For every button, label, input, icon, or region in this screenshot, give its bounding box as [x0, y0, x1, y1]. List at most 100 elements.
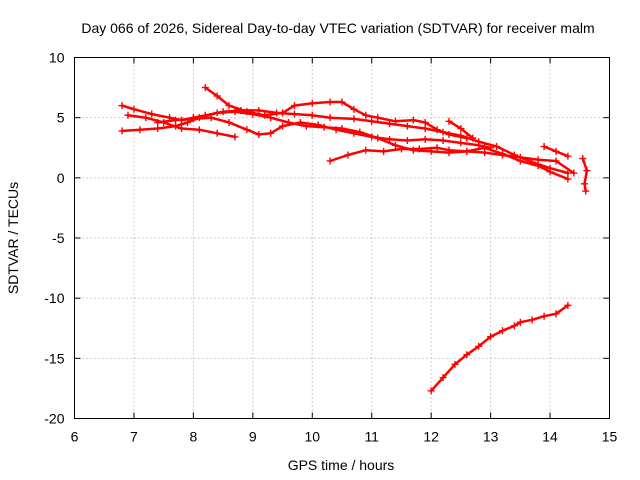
data-point [564, 169, 572, 177]
data-point [255, 106, 263, 114]
y-tick-label: 10 [49, 50, 65, 66]
data-point [267, 129, 275, 137]
data-point [225, 102, 233, 110]
data-point [314, 121, 322, 129]
grid-layer [74, 57, 610, 419]
data-point [463, 134, 471, 142]
data-point [540, 143, 548, 151]
data-point [499, 327, 506, 335]
data-point [457, 139, 465, 147]
data-point [374, 114, 382, 122]
data-point [308, 99, 316, 107]
data-point [213, 109, 221, 117]
data-point [487, 144, 495, 152]
data-point [403, 137, 411, 145]
data-point [338, 98, 346, 106]
data-point [136, 126, 144, 134]
data-point [469, 134, 477, 142]
data-point [350, 105, 358, 113]
data-point [392, 117, 399, 125]
data-point [207, 114, 215, 122]
x-tick-label: 13 [483, 429, 499, 445]
data-point [457, 124, 465, 132]
data-point [142, 114, 150, 122]
x-tick-label: 9 [249, 429, 257, 445]
data-point [118, 102, 126, 110]
data-point [445, 131, 453, 139]
y-tick-label: -10 [44, 290, 64, 306]
series-line [581, 157, 589, 193]
data-point [368, 133, 376, 141]
series-arc-5 [201, 84, 471, 142]
series-arc-3 [124, 111, 239, 141]
data-point [433, 144, 441, 152]
data-point [564, 175, 572, 183]
x-tick-label: 11 [364, 429, 379, 445]
series-arc-8 [540, 143, 572, 160]
x-tick-label: 8 [189, 429, 197, 445]
x-tick-label: 7 [130, 429, 138, 445]
series-arc-6 [326, 144, 578, 177]
data-point [213, 92, 221, 100]
data-point [445, 146, 453, 154]
x-tick-label: 12 [423, 429, 439, 445]
data-point [362, 146, 370, 154]
data-point [279, 122, 287, 130]
data-point [439, 374, 447, 382]
y-tick-label: -5 [52, 230, 65, 246]
data-point [499, 151, 506, 159]
data-point [403, 122, 411, 130]
data-point [415, 145, 423, 153]
data-point [326, 98, 334, 106]
data-point [445, 117, 453, 125]
data-point [344, 151, 352, 159]
data-point [409, 116, 417, 124]
series-line [429, 304, 570, 393]
data-point [308, 111, 316, 119]
data-point [231, 108, 239, 116]
chart-title: Day 066 of 2026, Sidereal Day-to-day VTE… [81, 20, 594, 36]
data-point [493, 143, 501, 151]
data-point [475, 141, 483, 149]
data-point [255, 131, 263, 139]
data-point [279, 109, 287, 117]
y-tick-label: 5 [57, 110, 65, 126]
data-point [421, 124, 429, 132]
x-axis-label: GPS time / hours [288, 457, 395, 473]
x-tick-label: 10 [304, 429, 320, 445]
data-point [552, 310, 560, 318]
tick-layer: 6 7 8 9 10 11 12 13 14 15 10 5 0 -5 -10 -15 -20 [44, 50, 617, 445]
data-point [475, 342, 483, 350]
data-point [463, 147, 471, 155]
y-tick-label: -20 [44, 411, 64, 427]
x-tick-label: 6 [71, 429, 79, 445]
data-point [231, 133, 239, 141]
data-point [326, 114, 334, 122]
data-point [516, 153, 524, 161]
data-point [581, 180, 589, 188]
data-point [583, 167, 591, 175]
data-point [350, 129, 358, 137]
data-point [130, 105, 138, 113]
data-point [290, 102, 298, 110]
series-layer [118, 84, 591, 395]
data-point [154, 124, 162, 132]
data-point [463, 351, 471, 359]
data-point [528, 316, 536, 324]
data-point [579, 155, 587, 163]
series-arc-10 [427, 301, 572, 395]
data-point [540, 312, 548, 320]
data-point [380, 147, 388, 155]
y-tick-label: 0 [57, 170, 65, 186]
data-point [350, 115, 358, 123]
data-point [368, 117, 376, 125]
data-point [582, 187, 590, 195]
series-arc-1 [118, 102, 572, 177]
data-point [421, 135, 429, 143]
data-point [487, 333, 495, 341]
data-point [261, 111, 269, 119]
data-point [362, 111, 370, 119]
data-point [433, 126, 441, 134]
y-tick-label: -15 [44, 350, 64, 366]
